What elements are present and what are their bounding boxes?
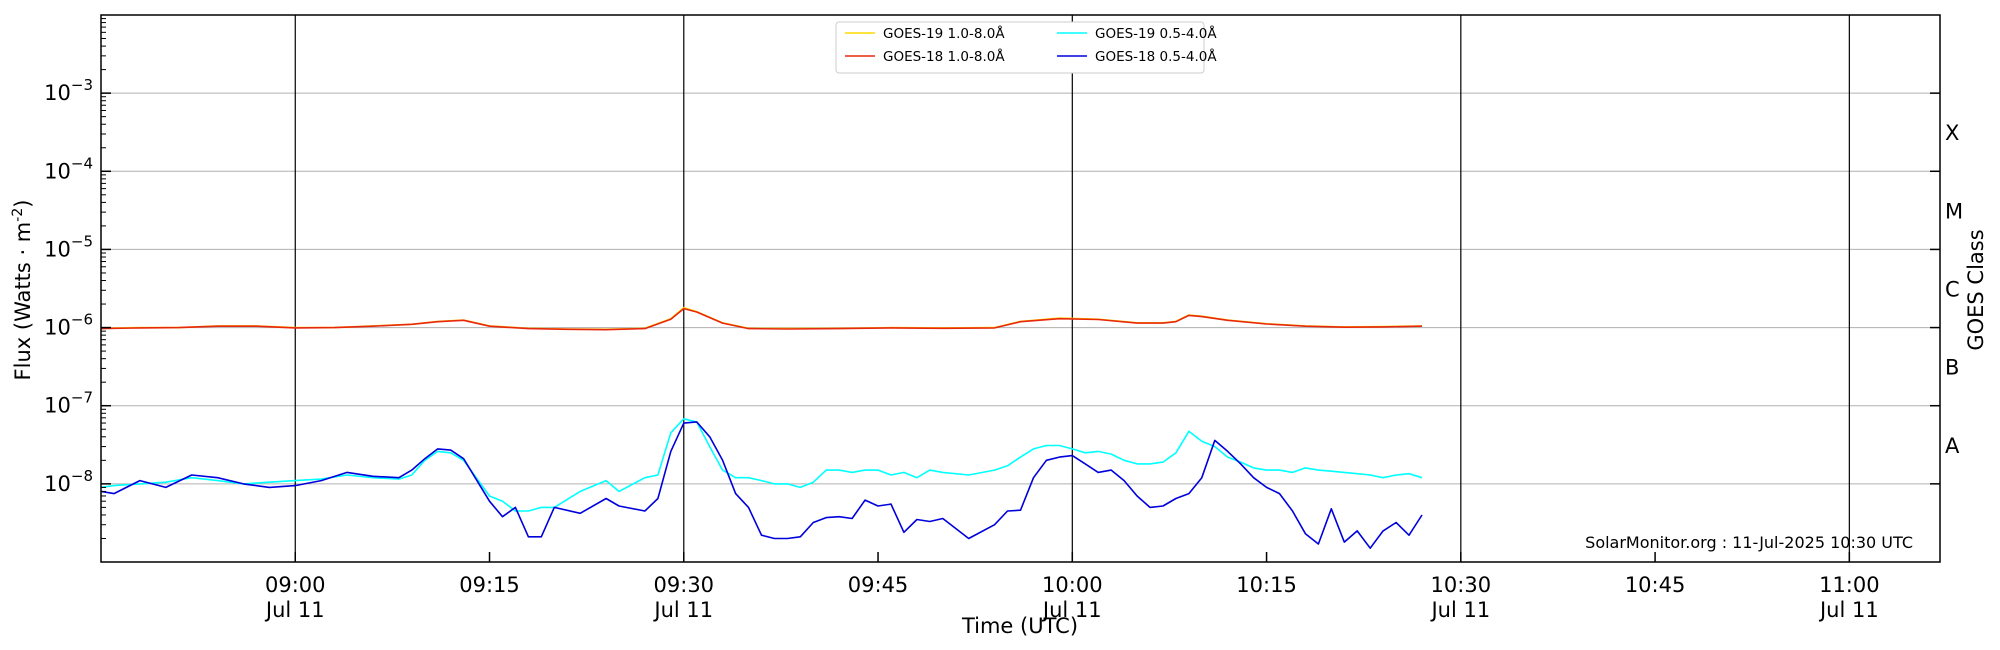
x-tick-label: 09:15 bbox=[459, 573, 520, 597]
x-tick-date-label: Jul 11 bbox=[264, 598, 325, 622]
y-axis-label: Flux (Watts · m-2) bbox=[10, 200, 35, 381]
series-line-2 bbox=[100, 307, 1423, 331]
x-tick-label: 10:15 bbox=[1236, 573, 1297, 597]
goes-class-label: M bbox=[1945, 199, 1963, 223]
x-tick-label: 11:00 bbox=[1819, 573, 1880, 597]
x-tick-date-label: Jul 11 bbox=[1818, 598, 1879, 622]
series-line-4 bbox=[100, 421, 1423, 550]
y-tick-label: 10−5 bbox=[44, 232, 93, 261]
goes-class-label: B bbox=[1945, 356, 1959, 380]
goes-class-label: C bbox=[1945, 278, 1960, 302]
goes-class-label: X bbox=[1945, 121, 1959, 145]
x-tick-label: 09:00 bbox=[265, 573, 326, 597]
legend-box bbox=[835, 21, 1205, 74]
y-tick-label: 10−4 bbox=[44, 154, 93, 183]
x-tick-label: 09:45 bbox=[848, 573, 909, 597]
x-tick-label: 09:30 bbox=[654, 573, 715, 597]
series-line-3 bbox=[100, 417, 1423, 512]
y-tick-label: 10−7 bbox=[44, 389, 93, 418]
series-line-1 bbox=[100, 306, 1423, 331]
legend-entry: GOES-18 0.5-4.0Å bbox=[1095, 48, 1217, 65]
series-lines bbox=[100, 306, 1423, 550]
y-tick-label: 10−6 bbox=[44, 311, 93, 340]
x-tick-date-label: Jul 11 bbox=[1041, 598, 1102, 622]
goes-class-axis-label: GOES Class bbox=[1964, 229, 1988, 350]
x-tick-label: 10:30 bbox=[1431, 573, 1492, 597]
plot-frame bbox=[100, 14, 1941, 563]
legend-entry: GOES-18 1.0-8.0Å bbox=[883, 48, 1005, 65]
x-axis-label: Time (UTC) bbox=[961, 614, 1078, 638]
x-tick-date-label: Jul 11 bbox=[652, 598, 713, 622]
x-tick-label: 10:45 bbox=[1625, 573, 1686, 597]
credit-text: SolarMonitor.org : 11-Jul-2025 10:30 UTC bbox=[1585, 533, 1913, 552]
legend-entry: GOES-19 1.0-8.0Å bbox=[883, 25, 1005, 42]
y-tick-label: 10−3 bbox=[44, 76, 93, 105]
legend-entry: GOES-19 0.5-4.0Å bbox=[1095, 25, 1217, 42]
y-tick-label: 10−8 bbox=[44, 467, 93, 496]
legend: GOES-19 1.0-8.0Å GOES-18 1.0-8.0Å GOES-19 … bbox=[835, 21, 1217, 74]
grid-lines bbox=[101, 15, 1940, 562]
x-tick-date-label: Jul 11 bbox=[1429, 598, 1490, 622]
x-tick-label: 10:00 bbox=[1042, 573, 1103, 597]
goes-class-label: A bbox=[1945, 434, 1960, 458]
